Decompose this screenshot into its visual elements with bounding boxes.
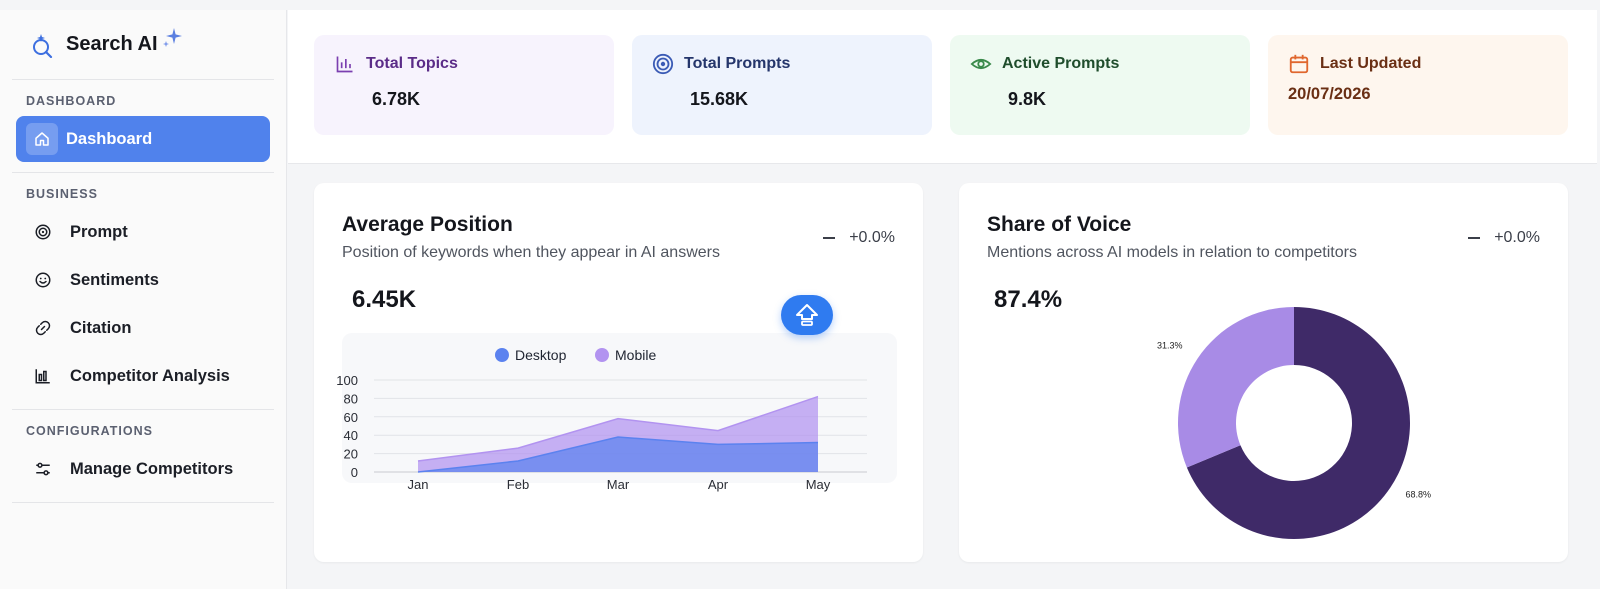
change-value: +0.0% [1494,229,1540,246]
brand[interactable]: Search AI [12,10,274,80]
card-subtitle: Mentions across AI models in relation to… [987,244,1357,261]
stat-label: Active Prompts [1002,55,1120,72]
x-tick-label: Feb [507,477,529,492]
section-title: DASHBOARD [26,94,117,108]
sidebar-section-dashboard: DASHBOARD Dashboard [12,80,274,173]
series-area-desktop [418,437,818,472]
donut-chart: 68.8% 31.3% [1157,307,1431,539]
section-title: BUSINESS [26,187,98,201]
sidebar-item-label: Competitor Analysis [70,366,230,385]
legend-label: Mobile [615,347,656,363]
y-tick-label: 100 [336,373,358,388]
series-line-desktop [417,436,819,473]
sidebar-item-manage-competitors[interactable]: Manage Competitors [16,446,270,492]
sidebar-item-prompt[interactable]: Prompt [16,209,270,255]
upload-icon [796,304,818,326]
card-value: 6.45K [352,286,417,313]
bar-chart-icon [34,367,52,385]
sidebar-item-label: Dashboard [66,129,153,148]
stat-value: 9.8K [1008,89,1047,109]
eye-icon [970,53,992,75]
x-tick-label: May [806,477,831,492]
sidebar-item-competitor-analysis[interactable]: Competitor Analysis [16,353,270,399]
stat-label: Total Prompts [684,55,791,72]
y-tick-label: 60 [344,410,358,425]
stat-card-last-updated[interactable]: Last Updated 20/07/2026 [1268,35,1568,135]
legend-swatch [495,348,509,362]
stat-value: 20/07/2026 [1288,85,1371,103]
sidebar-section-configurations: CONFIGURATIONS Manage Competitors [12,410,274,503]
donut-slice [1178,307,1294,468]
stats-bar: Total Topics 6.78K Total Prompts 15.68K … [288,10,1597,164]
calendar-icon [1288,53,1310,75]
x-tick-label: Jan [408,477,429,492]
target-icon [652,53,674,75]
slice-label: 31.3% [1157,341,1183,351]
average-position-card: Average Position Position of keywords wh… [314,183,923,562]
target-icon [34,223,52,241]
stat-value: 6.78K [372,89,421,109]
x-tick-label: Apr [708,477,729,492]
stat-label: Total Topics [366,55,458,72]
card-subtitle: Position of keywords when they appear in… [342,244,720,261]
home-icon [26,123,58,155]
sliders-icon [34,460,52,478]
y-tick-label: 0 [351,465,358,480]
stat-card-total-topics[interactable]: Total Topics 6.78K [314,35,614,135]
search-logo-icon [33,33,53,58]
stat-label: Last Updated [1320,55,1422,72]
change-indicator: +0.0% [1468,229,1540,247]
sidebar: Search AI DASHBOARD Dashboard BUSINESS P… [0,10,287,589]
donut-slice [1186,307,1410,539]
sidebar-item-citation[interactable]: Citation [16,305,270,351]
smile-icon [34,271,52,289]
sidebar-item-label: Manage Competitors [70,459,234,478]
minus-icon [1468,237,1481,239]
y-tick-label: 80 [344,391,358,406]
brand-name: Search AI [66,33,158,55]
slice-label: 68.8% [1405,489,1431,499]
x-tick-label: Mar [607,477,630,492]
legend-label: Desktop [515,347,567,363]
area-chart: 0 20 40 60 80 100 Jan Feb Mar Apr May Desktop Mobile [336,347,867,492]
change-value: +0.0% [849,229,895,246]
sparkle-icon [162,27,182,47]
change-indicator: +0.0% [823,229,895,247]
sidebar-section-business: BUSINESS Prompt Sentiments Citation Comp… [12,173,274,410]
section-title: CONFIGURATIONS [26,424,153,438]
y-tick-label: 20 [344,447,358,462]
bar-chart-icon [334,53,356,75]
stat-card-active-prompts[interactable]: Active Prompts 9.8K [950,35,1250,135]
card-title: Average Position [342,213,513,236]
card-value: 87.4% [994,286,1063,313]
sidebar-item-label: Citation [70,318,132,337]
y-tick-label: 40 [344,428,358,443]
link-icon [34,319,52,337]
series-line-mobile [417,395,819,462]
sidebar-item-label: Sentiments [70,270,159,289]
minus-icon [823,237,836,239]
sidebar-item-sentiments[interactable]: Sentiments [16,257,270,303]
legend-swatch [595,348,609,362]
stat-card-total-prompts[interactable]: Total Prompts 15.68K [632,35,932,135]
stat-value: 15.68K [690,89,749,109]
upload-button[interactable] [781,295,833,335]
share-of-voice-card: Share of Voice Mentions across AI models… [959,183,1568,562]
card-title: Share of Voice [987,213,1132,236]
sidebar-item-dashboard[interactable]: Dashboard [16,116,270,162]
sidebar-item-label: Prompt [70,222,128,241]
